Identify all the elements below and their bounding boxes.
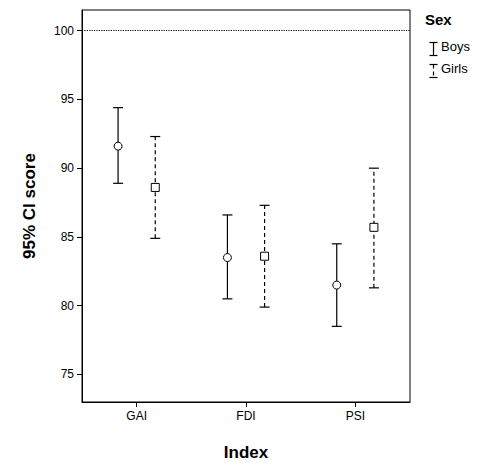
svg-text:80: 80 bbox=[61, 299, 75, 313]
svg-text:95: 95 bbox=[61, 92, 75, 106]
svg-text:Boys: Boys bbox=[441, 39, 470, 54]
svg-text:75: 75 bbox=[61, 367, 75, 381]
svg-text:85: 85 bbox=[61, 230, 75, 244]
svg-text:90: 90 bbox=[61, 161, 75, 175]
svg-text:95% CI score: 95% CI score bbox=[20, 153, 39, 259]
svg-text:Sex: Sex bbox=[425, 11, 452, 28]
svg-text:100: 100 bbox=[54, 24, 74, 38]
svg-text:GAI: GAI bbox=[126, 409, 147, 423]
svg-text:PSI: PSI bbox=[346, 409, 365, 423]
svg-text:Index: Index bbox=[224, 443, 269, 462]
svg-text:FDI: FDI bbox=[236, 409, 255, 423]
svg-text:Girls: Girls bbox=[441, 61, 468, 76]
